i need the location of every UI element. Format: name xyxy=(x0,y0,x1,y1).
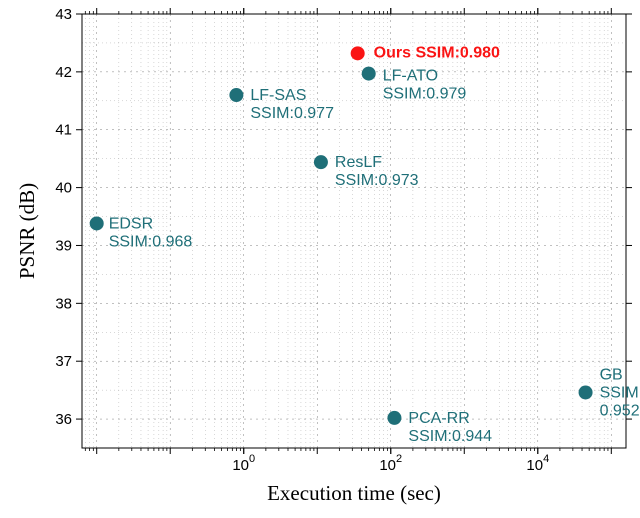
y-tick-label: 40 xyxy=(55,180,72,197)
scatter-chart: 3637383940414243100102104PSNR (dB)Execut… xyxy=(0,0,640,518)
y-tick-label: 43 xyxy=(55,6,72,23)
y-tick-label: 37 xyxy=(55,353,72,370)
data-point-lf-sas xyxy=(229,88,243,102)
data-point-pca-rr xyxy=(387,411,401,425)
data-point-lf-ato xyxy=(362,67,376,81)
y-tick-label: 41 xyxy=(55,122,72,139)
y-axis-label: PSNR (dB) xyxy=(15,183,39,279)
data-point-ours xyxy=(351,46,365,60)
y-tick-label: 38 xyxy=(55,295,72,312)
data-point-edsr xyxy=(90,216,104,230)
x-axis-label: Execution time (sec) xyxy=(267,481,441,505)
data-point-gb xyxy=(579,385,593,399)
data-label-ours: Ours SSIM:0.980 xyxy=(374,44,500,61)
chart-container: 3637383940414243100102104PSNR (dB)Execut… xyxy=(0,0,640,518)
data-point-reslf xyxy=(314,155,328,169)
y-tick-label: 42 xyxy=(55,64,72,81)
y-tick-label: 36 xyxy=(55,411,72,428)
y-tick-label: 39 xyxy=(55,237,72,254)
